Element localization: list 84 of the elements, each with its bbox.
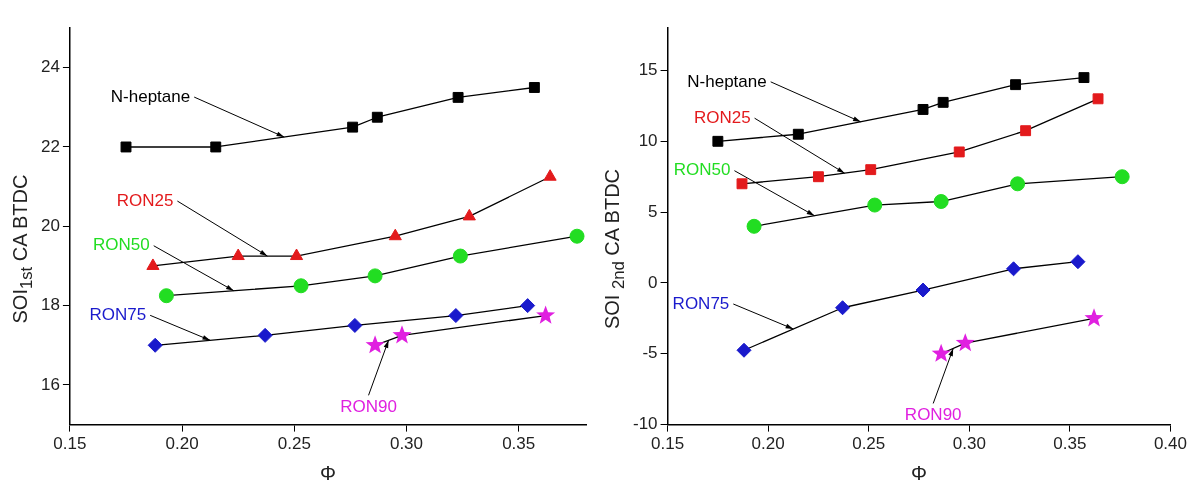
y-tick-label: 5 — [648, 201, 658, 221]
point — [293, 278, 309, 294]
y-tick-label: 0 — [648, 272, 658, 292]
point — [569, 228, 585, 244]
point — [867, 197, 883, 213]
y-tick-label: 18 — [40, 295, 60, 315]
point — [289, 248, 304, 261]
x-tick-label: 0.15 — [651, 434, 685, 454]
x-tick-label: 0.25 — [852, 434, 886, 454]
point — [1010, 79, 1022, 91]
x-tick-label: 0.35 — [1053, 434, 1087, 454]
point — [736, 178, 748, 190]
x-tick-label: 0.15 — [53, 434, 87, 454]
x-axis-title: Φ — [319, 461, 336, 484]
point — [452, 91, 464, 103]
point — [1114, 169, 1130, 185]
point — [146, 258, 160, 270]
point — [792, 128, 804, 140]
point — [746, 218, 762, 234]
point — [158, 288, 174, 304]
text: RON90 — [904, 404, 962, 424]
y-tick-label: -10 — [632, 414, 658, 434]
x-axis-title: Φ — [911, 461, 927, 484]
point — [231, 248, 245, 261]
point — [937, 96, 949, 108]
series-label: RON75 — [672, 293, 730, 313]
point — [120, 141, 132, 153]
point — [367, 268, 383, 284]
point — [347, 317, 363, 333]
point — [520, 298, 536, 314]
point — [371, 111, 383, 123]
point — [1020, 125, 1032, 137]
series-label: RON75 — [89, 305, 147, 325]
point — [1070, 254, 1086, 270]
point — [347, 121, 359, 133]
x-tick-label: 0.35 — [502, 434, 536, 454]
point — [448, 308, 464, 324]
text: RON25 — [693, 107, 751, 127]
point — [835, 300, 851, 316]
text: RON90 — [340, 396, 397, 416]
point — [915, 282, 931, 298]
y-tick-label: 10 — [638, 131, 658, 150]
point — [536, 305, 556, 324]
point — [147, 337, 163, 353]
point — [812, 171, 824, 183]
point — [1078, 72, 1090, 84]
point — [462, 208, 476, 221]
x-tick-label: 0.20 — [751, 434, 785, 454]
text: RON50 — [93, 235, 150, 255]
point — [955, 333, 975, 352]
point — [917, 104, 929, 115]
point — [392, 325, 412, 344]
text: N-heptane — [687, 71, 767, 91]
y-tick-label: 24 — [40, 57, 60, 77]
point — [953, 146, 965, 158]
point — [388, 228, 402, 241]
y-tick-label: 16 — [40, 374, 60, 394]
y-tick-label: 22 — [40, 136, 60, 156]
point — [931, 343, 951, 362]
point — [1092, 93, 1104, 105]
y-tick-label: 15 — [638, 60, 658, 80]
point — [712, 135, 724, 147]
x-tick-label: 0.40 — [1153, 434, 1187, 454]
point — [933, 194, 949, 210]
point — [257, 327, 273, 343]
x-tick-label: 0.30 — [952, 434, 986, 454]
x-tick-label: 0.20 — [165, 434, 199, 454]
point — [452, 248, 468, 264]
y-tick-label: 20 — [40, 215, 60, 235]
point — [1010, 176, 1026, 192]
text: N-heptane — [110, 86, 191, 106]
point — [865, 164, 877, 176]
text: RON50 — [673, 160, 731, 180]
point — [1084, 308, 1104, 327]
point — [543, 169, 557, 181]
point — [528, 82, 540, 93]
text: RON25 — [116, 190, 174, 210]
point — [365, 335, 385, 354]
point — [736, 342, 752, 358]
point — [210, 141, 222, 153]
x-tick-label: 0.30 — [389, 434, 424, 454]
x-tick-label: 0.25 — [277, 434, 311, 454]
point — [1006, 261, 1022, 277]
y-tick-label: -5 — [642, 343, 658, 363]
